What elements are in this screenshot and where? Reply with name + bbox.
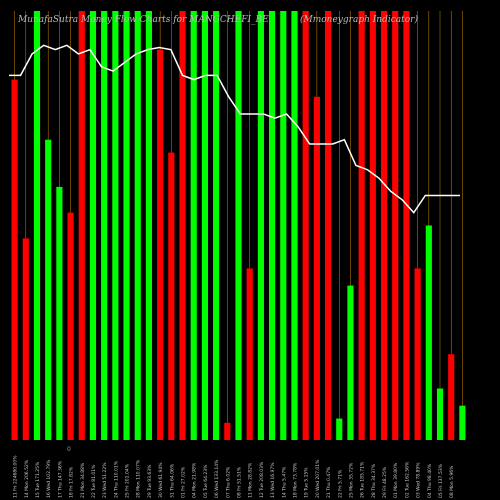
x-tick-label: 22 Tue 81.01% bbox=[91, 464, 97, 498]
x-tick-label: 19 Tue 5.15% bbox=[304, 467, 310, 498]
bar bbox=[179, 11, 186, 440]
x-tick-label: 03 Wed 78.89% bbox=[416, 462, 422, 498]
bar bbox=[101, 11, 108, 440]
bar bbox=[257, 11, 264, 440]
chart-subtitle: (Mmoneygraph Indicator) bbox=[300, 14, 418, 25]
bar bbox=[33, 11, 41, 440]
chart-title: MunafaSutra Money Flow Charts for MANGCH… bbox=[17, 15, 269, 25]
x-tick-label: 13 Wed 16.97% bbox=[270, 462, 276, 498]
bar bbox=[414, 268, 421, 440]
x-tick-label: 18 Fri 17.82% bbox=[69, 466, 75, 498]
bar bbox=[302, 11, 309, 440]
x-tick-label: 14 Mon 206.52% bbox=[24, 459, 30, 498]
x-tick-label: 24 Thu 110.01% bbox=[113, 460, 119, 498]
x-tick-label: 02 Tue 162.56% bbox=[404, 461, 410, 498]
money-flow-line bbox=[9, 44, 460, 214]
bar bbox=[89, 11, 97, 440]
x-tick-label: 05 Fri 137.53% bbox=[438, 463, 444, 498]
bar bbox=[403, 11, 410, 440]
x-tick-label: 21 Mon 34.88% bbox=[80, 462, 86, 498]
x-tick-label: 12 Tue 208.03% bbox=[259, 461, 265, 498]
x-tick-label: 17 Thu 147.36% bbox=[57, 460, 63, 498]
x-tick-label: 07 Thu 6.02% bbox=[225, 466, 231, 498]
bar bbox=[425, 225, 432, 440]
bar bbox=[280, 11, 287, 440]
bar bbox=[448, 354, 455, 440]
x-tick-label: 23 Wed 51.22% bbox=[102, 462, 108, 498]
x-tick-label: 28 Mon 110.07% bbox=[136, 459, 142, 498]
bar bbox=[112, 11, 119, 440]
bar bbox=[246, 268, 253, 440]
x-tick-label: 11 Mon 28.82% bbox=[248, 462, 254, 498]
x-tick-label: 25 Mon 35.72% bbox=[348, 462, 354, 498]
bar bbox=[123, 11, 130, 440]
bar bbox=[380, 11, 388, 440]
bar bbox=[313, 96, 320, 441]
bar bbox=[213, 11, 220, 440]
bar bbox=[269, 11, 276, 440]
x-tick-label: 29 Tue 93.63% bbox=[147, 464, 153, 498]
x-tick-label: 04 Mon 21.98% bbox=[192, 462, 198, 498]
bar bbox=[168, 152, 175, 440]
bar bbox=[235, 11, 242, 440]
bar bbox=[369, 11, 376, 440]
bar bbox=[459, 405, 466, 440]
x-tick-label: 26 Tue 185.71% bbox=[360, 461, 366, 498]
bar bbox=[224, 422, 231, 440]
bar bbox=[157, 49, 164, 441]
x-tick-label: 21 Thu 0.47% bbox=[326, 466, 332, 498]
x-tick-label: 18 Mon 73.78% bbox=[292, 462, 298, 498]
x-tick-label: 01 Fri 27.02% bbox=[181, 466, 187, 498]
bar bbox=[358, 11, 365, 440]
x-tick-label: 04 Thu 98.40% bbox=[427, 463, 433, 498]
bar bbox=[201, 11, 208, 440]
bar bbox=[291, 11, 298, 440]
x-tick-label: 15 Tue 171.25% bbox=[35, 461, 41, 498]
bar bbox=[436, 388, 444, 440]
x-tick-label: 01 Mon 39.80% bbox=[393, 462, 399, 498]
bar bbox=[11, 79, 18, 440]
bar bbox=[78, 11, 85, 440]
x-axis-labels: 11 Fri 224680.00% 14 Mon 206.52% 15 Tue 17… bbox=[13, 455, 456, 498]
x-tick-label: 08 Fri 51.51% bbox=[237, 466, 243, 498]
bars bbox=[11, 11, 466, 441]
bar bbox=[56, 186, 63, 440]
bar bbox=[347, 285, 354, 440]
x-tick-label: 20 Wed 207.01% bbox=[315, 459, 321, 498]
bar bbox=[45, 139, 52, 440]
bar bbox=[67, 212, 74, 440]
x-tick-label: 22 Fri 5.71% bbox=[337, 469, 343, 498]
bar bbox=[336, 418, 343, 440]
x-tick-label: 16 Wed 102.79% bbox=[46, 459, 52, 498]
x-tick-label: 11 Fri 224680.00% bbox=[13, 455, 19, 498]
x-tick-label: 30 Wed 61.94% bbox=[158, 462, 164, 498]
bar bbox=[190, 11, 197, 440]
x-tick-label: 25 Fri 201.04% bbox=[125, 463, 131, 498]
zero-label: 0 bbox=[67, 446, 71, 453]
x-tick-label: 05 Tue 64.23% bbox=[203, 464, 209, 498]
bar bbox=[392, 11, 399, 440]
x-tick-label: 06 Wed 133.14% bbox=[214, 459, 220, 498]
x-tick-label: 31 Thu 64.06% bbox=[169, 463, 175, 498]
bar bbox=[324, 11, 332, 440]
x-tick-label: 14 Thu 5.47% bbox=[281, 466, 287, 498]
bar bbox=[145, 11, 153, 440]
x-tick-label: 08 Mon 5.96% bbox=[449, 465, 455, 498]
x-tick-label: 28 Thu 34.37% bbox=[371, 463, 377, 498]
bar bbox=[134, 11, 141, 440]
bar bbox=[22, 238, 29, 440]
x-tick-label: 29 Fri 48.25% bbox=[382, 466, 388, 498]
